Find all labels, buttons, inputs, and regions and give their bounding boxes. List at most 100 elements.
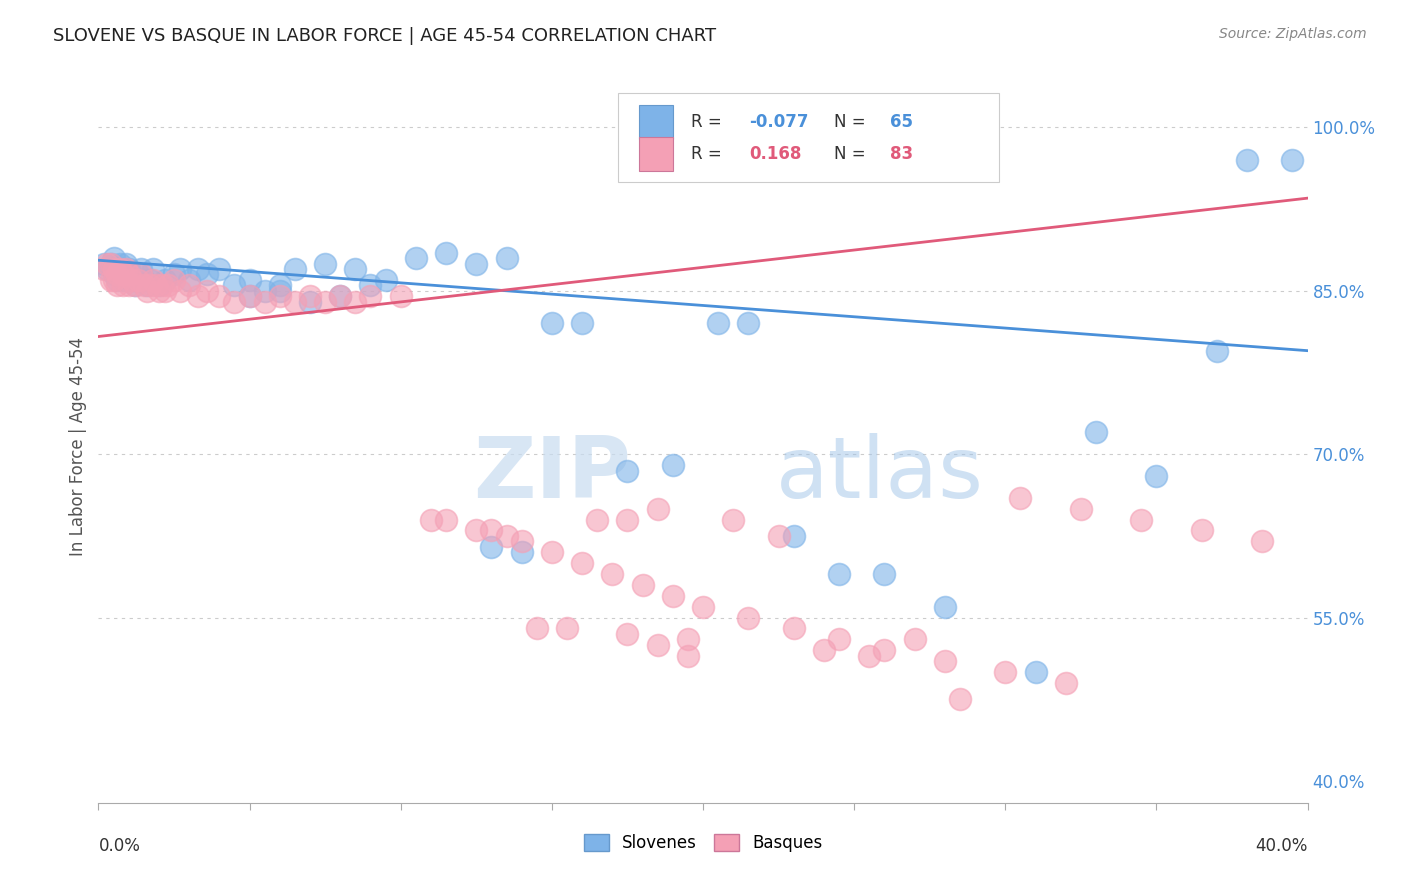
Point	[1085, 425, 1108, 440]
Point	[105, 268, 128, 282]
Text: 0.0%: 0.0%	[98, 837, 141, 855]
Text: 40.0%: 40.0%	[1256, 837, 1308, 855]
Point	[105, 262, 128, 277]
Point	[135, 284, 157, 298]
Point	[602, 567, 624, 582]
Point	[374, 273, 396, 287]
Point	[828, 632, 851, 647]
Point	[100, 256, 122, 270]
Point	[299, 289, 322, 303]
Point	[768, 529, 790, 543]
Text: N =: N =	[834, 113, 870, 131]
Point	[344, 294, 367, 309]
Point	[510, 534, 533, 549]
Point	[465, 256, 488, 270]
Point	[150, 278, 173, 293]
Point	[631, 578, 654, 592]
Point	[93, 256, 115, 270]
Point	[329, 289, 352, 303]
Point	[1070, 501, 1092, 516]
Point	[737, 610, 759, 624]
Point	[124, 278, 146, 293]
Text: 83: 83	[890, 145, 914, 163]
Point	[269, 278, 291, 293]
Point	[783, 529, 806, 543]
Point	[873, 643, 896, 657]
Text: R =: R =	[690, 113, 727, 131]
Point	[616, 627, 638, 641]
Point	[169, 262, 191, 277]
Point	[1024, 665, 1046, 679]
Point	[121, 273, 143, 287]
Point	[723, 512, 745, 526]
Point	[224, 278, 246, 293]
Point	[360, 289, 382, 303]
Point	[284, 262, 307, 277]
Text: 0.168: 0.168	[749, 145, 801, 163]
Point	[195, 284, 218, 298]
Point	[148, 284, 170, 298]
Point	[405, 251, 427, 265]
Text: N =: N =	[834, 145, 870, 163]
Point	[103, 251, 125, 265]
Text: Source: ZipAtlas.com: Source: ZipAtlas.com	[1219, 27, 1367, 41]
Point	[139, 278, 162, 293]
Point	[108, 256, 131, 270]
Bar	[638, 137, 673, 171]
Text: SLOVENE VS BASQUE IN LABOR FORCE | AGE 45-54 CORRELATION CHART: SLOVENE VS BASQUE IN LABOR FORCE | AGE 4…	[53, 27, 717, 45]
Point	[118, 268, 141, 282]
Point	[103, 273, 125, 287]
Point	[555, 622, 578, 636]
Point	[139, 273, 162, 287]
Bar	[638, 105, 673, 139]
Point	[813, 643, 835, 657]
Point	[163, 273, 186, 287]
Point	[707, 317, 730, 331]
Point	[434, 245, 457, 260]
Point	[93, 262, 115, 277]
Point	[1144, 469, 1167, 483]
Point	[360, 278, 382, 293]
Point	[124, 278, 146, 293]
Point	[100, 273, 122, 287]
Point	[142, 273, 165, 287]
Point	[148, 278, 170, 293]
Point	[103, 268, 125, 282]
Point	[314, 294, 336, 309]
Point	[239, 273, 262, 287]
Point	[145, 278, 167, 293]
Point	[540, 545, 562, 559]
Point	[526, 622, 548, 636]
Point	[111, 273, 134, 287]
Point	[269, 289, 291, 303]
Point	[132, 278, 155, 293]
Point	[103, 262, 125, 277]
Point	[111, 268, 134, 282]
Point	[586, 512, 609, 526]
Point	[495, 529, 517, 543]
Point	[1010, 491, 1032, 505]
Point	[1251, 534, 1274, 549]
Point	[118, 278, 141, 293]
Point	[481, 524, 503, 538]
Point	[344, 262, 367, 277]
Point	[616, 512, 638, 526]
Point	[934, 654, 956, 668]
Point	[132, 273, 155, 287]
Point	[329, 289, 352, 303]
Point	[858, 648, 880, 663]
Point	[571, 556, 593, 570]
Point	[616, 463, 638, 477]
Point	[169, 284, 191, 298]
Point	[239, 289, 262, 303]
Point	[389, 289, 412, 303]
Point	[135, 278, 157, 293]
Point	[153, 273, 176, 287]
Point	[179, 278, 201, 293]
Point	[495, 251, 517, 265]
Point	[142, 262, 165, 277]
Point	[114, 256, 136, 270]
Point	[1206, 343, 1229, 358]
Point	[571, 317, 593, 331]
Point	[420, 512, 443, 526]
